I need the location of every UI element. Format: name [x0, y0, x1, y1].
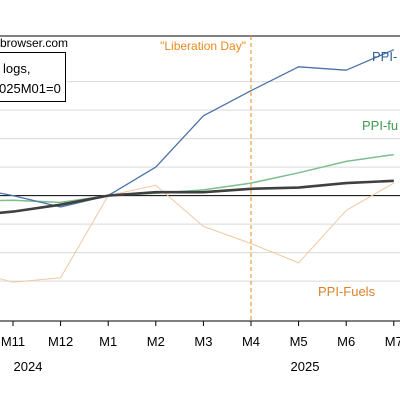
- x-tick-label: M3: [194, 334, 212, 349]
- x-tick-label: M7: [385, 334, 400, 349]
- annotation-liberation-day: "Liberation Day": [160, 39, 246, 53]
- x-tick-label: M1: [99, 334, 117, 349]
- legend-line-2: 025M01=0: [0, 81, 61, 96]
- series-lines: [0, 49, 395, 283]
- series-line: [0, 182, 395, 283]
- x-tick-label: M11: [1, 334, 25, 349]
- x-tick-label: M6: [337, 334, 355, 349]
- legend-box: logs, 025M01=0: [0, 52, 66, 102]
- series-line: [0, 49, 395, 208]
- x-axis: M11 M12 M1 M2 M3 M4 M5 M6 M7 2024 2025: [1, 321, 400, 374]
- series-line: [0, 179, 394, 215]
- series-label: PPI-fu: [362, 118, 398, 133]
- series-label: PPI-Fuels: [318, 284, 376, 299]
- x-tick-label: M2: [147, 334, 165, 349]
- x-tick-label: M4: [242, 334, 260, 349]
- x-tick-label: M12: [48, 334, 73, 349]
- x-tick-label: M5: [290, 334, 308, 349]
- series-label: PPI-: [372, 49, 397, 64]
- year-label: 2025: [291, 359, 320, 374]
- series-labels: PPI- PPI-fu PPI-Fuels "Liberation Day": [160, 39, 398, 299]
- year-label: 2024: [14, 359, 43, 374]
- legend-line-1: logs,: [3, 61, 31, 76]
- watermark: browser.com: [0, 36, 69, 50]
